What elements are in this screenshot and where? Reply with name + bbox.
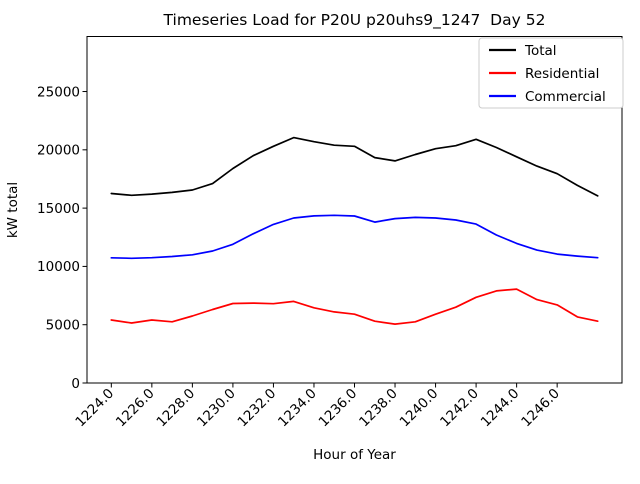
legend-label: Residential [525,66,599,82]
legend-item-total: Total [489,43,557,59]
y-tick-label: 15000 [37,201,80,217]
y-axis-label: kW total [5,182,21,238]
y-tick-label: 10000 [37,259,80,275]
y-tick-label: 20000 [37,143,80,159]
x-axis-label: Hour of Year [313,447,396,463]
legend-label: Total [524,43,557,59]
series-lines [110,136,599,325]
legend-label: Commercial [525,89,606,105]
series-line-residential [110,288,599,325]
y-tick-label: 25000 [37,84,80,100]
legend: Total Residential Commercial [478,37,624,109]
y-tick-label: 5000 [46,318,80,334]
legend-item-commercial: Commercial [489,89,606,105]
y-tick-label: 0 [71,376,80,392]
chart-title: Timeseries Load for P20U p20uhs9_1247 Da… [163,11,546,30]
legend-item-residential: Residential [489,66,599,82]
y-axis-ticks: 0 5000 10000 15000 20000 25000 [37,84,87,392]
series-line-total [110,136,599,197]
legend-box [478,37,624,109]
series-line-commercial [110,214,599,260]
